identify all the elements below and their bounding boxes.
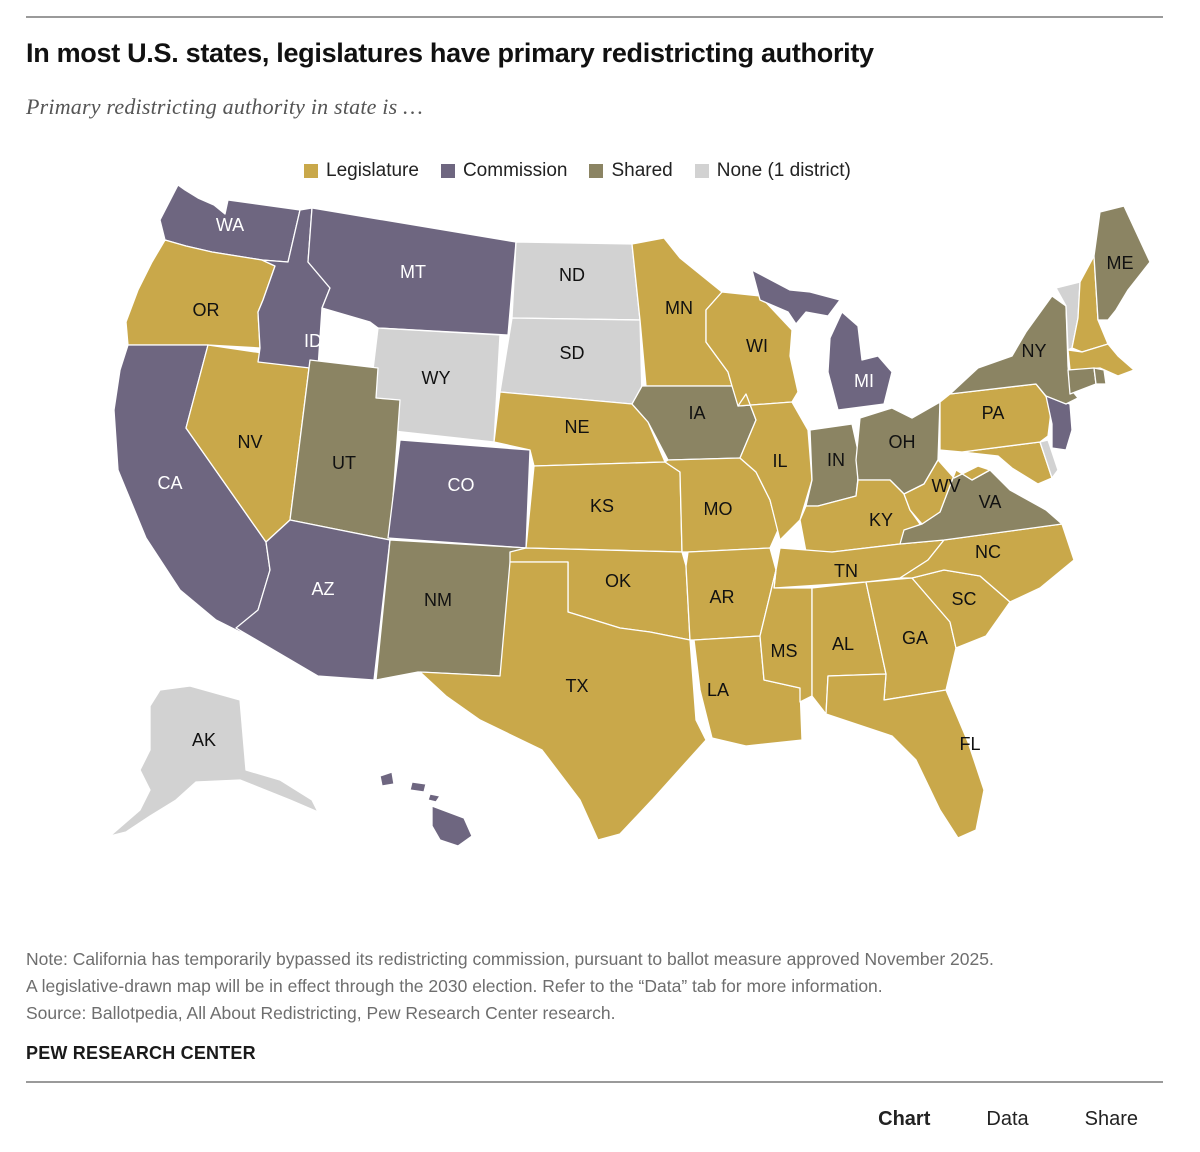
top-rule (26, 16, 1163, 18)
state-label-tn: TN (834, 561, 858, 581)
bottom-rule (26, 1081, 1163, 1083)
state-label-mn: MN (665, 298, 693, 318)
state-me (1093, 205, 1151, 321)
state-label-mi: MI (854, 371, 874, 391)
state-label-or: OR (193, 300, 220, 320)
state-fl (825, 673, 985, 839)
state-nj (1045, 395, 1073, 451)
state-ak (109, 685, 319, 837)
state-label-ky: KY (869, 510, 893, 530)
state-mt (307, 207, 517, 336)
legend-item-none: None (1 district) (694, 160, 851, 182)
state-ct (1067, 367, 1097, 395)
state-wv (903, 459, 991, 525)
us-redistricting-map: WA OR ID MT WY ND SD NE KS OK TX NV CA UT CO AZ NM MN IA MO… (109, 184, 1151, 847)
state-label-wi: WI (746, 336, 768, 356)
state-label-ak: AK (192, 730, 216, 750)
state-label-tx: TX (565, 676, 588, 696)
brand-logo-text: PEW RESEARCH CENTER (26, 1043, 256, 1063)
state-label-ia: IA (688, 403, 705, 423)
notes: Note: California has temporarily bypasse… (26, 946, 1176, 1027)
state-label-hi: HI (399, 811, 417, 831)
state-label-ms: MS (771, 641, 798, 661)
state-label-mo: MO (704, 499, 733, 519)
tab-data[interactable]: Data (986, 1108, 1029, 1130)
state-il (737, 393, 813, 541)
state-label-nm: NM (424, 590, 452, 610)
legend-item-commission: Commission (440, 160, 568, 182)
legend-swatch-legislature (304, 164, 318, 178)
state-label-il: IL (772, 451, 787, 471)
state-label-nc: NC (975, 542, 1001, 562)
chart-title: In most U.S. states, legislatures have p… (26, 38, 874, 68)
legend: Legislature Commission Shared None (1 di… (304, 160, 851, 182)
legend-label-shared: Shared (611, 160, 673, 181)
state-tx (419, 561, 707, 841)
state-label-la: LA (707, 680, 729, 700)
state-az (235, 519, 391, 681)
tab-bar: Chart Data Share (878, 1108, 1138, 1131)
state-label-ar: AR (709, 587, 734, 607)
state-label-nd: ND (559, 265, 585, 285)
tab-chart[interactable]: Chart (878, 1108, 931, 1130)
source-line: Source: Ballotpedia, All About Redistric… (26, 1003, 616, 1023)
legend-swatch-none (694, 164, 709, 178)
state-label-oh: OH (889, 432, 916, 452)
tab-share[interactable]: Share (1084, 1108, 1138, 1130)
state-label-ks: KS (590, 496, 614, 516)
legend-swatch-shared (589, 164, 604, 178)
state-label-pa: PA (982, 403, 1005, 423)
legend-label-none: None (1 district) (716, 160, 851, 181)
state-label-id: ID (304, 331, 322, 351)
state-label-ga: GA (902, 628, 928, 648)
legend-swatch-commission (440, 164, 455, 178)
note-line-1: Note: California has temporarily bypasse… (26, 949, 994, 969)
state-label-wy: WY (422, 368, 451, 388)
state-label-ny: NY (1021, 341, 1046, 361)
state-ri (1093, 367, 1107, 385)
state-label-mt: MT (400, 262, 426, 282)
state-label-sc: SC (951, 589, 976, 609)
state-label-me: ME (1107, 253, 1134, 273)
state-label-ne: NE (564, 417, 589, 437)
state-label-wv: WV (932, 476, 961, 496)
state-label-ut: UT (332, 453, 356, 473)
state-label-co: CO (448, 475, 475, 495)
state-nc (899, 523, 1075, 603)
legend-item-legislature: Legislature (304, 160, 419, 182)
state-label-ok: OK (605, 571, 631, 591)
chart-subtitle: Primary redistricting authority in state… (26, 94, 423, 119)
state-label-nv: NV (237, 432, 262, 452)
state-label-va: VA (979, 492, 1002, 512)
state-label-sd: SD (559, 343, 584, 363)
state-de (1039, 439, 1059, 479)
state-ny (949, 295, 1079, 405)
state-label-al: AL (832, 634, 854, 654)
state-label-az: AZ (311, 579, 334, 599)
legend-label-legislature: Legislature (326, 160, 419, 181)
state-label-wa: WA (216, 215, 244, 235)
state-mi (751, 269, 893, 411)
legend-item-shared: Shared (589, 160, 673, 182)
state-label-fl: FL (959, 734, 980, 754)
state-hi (379, 771, 473, 847)
legend-label-commission: Commission (462, 160, 568, 181)
state-label-ca: CA (157, 473, 182, 493)
state-label-in: IN (827, 450, 845, 470)
note-line-2: A legislative-drawn map will be in effec… (26, 976, 883, 996)
